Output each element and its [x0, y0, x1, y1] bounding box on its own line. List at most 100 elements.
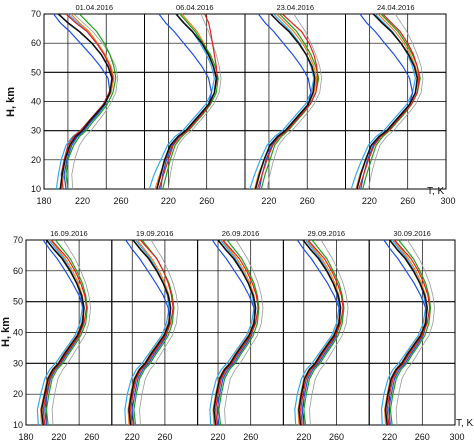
panel-title: 01.04.2016	[75, 3, 113, 12]
panel-title: 30.09.2016	[393, 229, 431, 238]
x-tick-label: 180	[18, 432, 33, 442]
panel-title: 24.04.2016	[377, 3, 415, 12]
series-line-4	[45, 239, 88, 426]
series-line-1	[57, 13, 113, 190]
y-tick-label: 50	[31, 67, 41, 77]
series-line-1	[298, 239, 342, 426]
x-tick-label: 180	[36, 196, 51, 206]
x-axis-labels: 220 260 220 260 220 260 180 220 260 300 220 260 220 2…	[18, 196, 464, 442]
y-tick-label: 30	[13, 358, 23, 368]
series-line-3	[53, 13, 111, 190]
x-tick-label: 220	[51, 432, 66, 442]
series-line-3	[296, 239, 341, 426]
series-line-2	[358, 13, 420, 190]
series-line-2	[215, 239, 259, 426]
x-tick-label: 220	[161, 196, 176, 206]
y-tick-label: 50	[13, 297, 23, 307]
series-line-4	[65, 13, 117, 190]
y-tick-label: 20	[31, 155, 41, 165]
panel-2: 06.04.2016	[144, 3, 246, 190]
y-tick-label: 10	[31, 184, 41, 194]
series-line-6	[380, 239, 427, 426]
series-line-4	[218, 239, 260, 426]
series-line-4	[389, 239, 432, 426]
x-tick-label: 220	[261, 196, 276, 206]
series-line-6	[124, 239, 170, 426]
x-tick-label: 300	[440, 196, 455, 206]
y-tick-label: 60	[13, 266, 23, 276]
y-tick-label: 10	[13, 420, 23, 430]
series-line-2	[256, 13, 319, 190]
series-line-6	[294, 239, 340, 426]
series-line-2	[300, 239, 344, 426]
panel-title: 26.09.2016	[222, 229, 260, 238]
series-line-6	[148, 13, 215, 190]
series-line-1	[40, 239, 85, 426]
panel-4: 24.04.2016	[345, 3, 447, 190]
panels: 01.04.2016 06.04.2016 23.04.2016 24.04.2016…	[25, 3, 456, 426]
x-tick-label: 260	[114, 196, 129, 206]
series-line-7	[309, 239, 349, 426]
x-tick-label: 260	[329, 432, 344, 442]
panel-3: 23.04.2016	[244, 3, 346, 190]
y-tick-label: 20	[13, 389, 23, 399]
series-line-4	[303, 239, 345, 426]
series-line-7	[168, 13, 222, 190]
panel-1: 01.04.2016	[43, 3, 145, 190]
series-line-7	[266, 13, 323, 190]
panel-title: 23.04.2016	[276, 3, 314, 12]
x-tick-label: 260	[157, 432, 172, 442]
panel-7: 26.09.2016	[197, 229, 284, 426]
x-axis-title-top: T, K	[427, 186, 445, 197]
y-tick-label: 70	[31, 9, 41, 19]
series-line-3	[125, 239, 171, 426]
series-line-2	[42, 239, 88, 426]
x-tick-label: 220	[211, 432, 226, 442]
series-line-7	[139, 239, 179, 426]
series-line-7	[224, 239, 264, 426]
x-tick-label: 260	[243, 432, 258, 442]
series-line-4	[162, 13, 219, 190]
series-line-7	[368, 13, 424, 190]
x-tick-label: 260	[300, 196, 315, 206]
series-line-3	[383, 239, 427, 426]
series-line-7	[395, 239, 436, 426]
x-tick-label: 220	[362, 196, 377, 206]
panel-5: 16.09.2016	[25, 229, 113, 426]
panel-6: 19.09.2016	[111, 229, 199, 426]
series-line-1	[254, 13, 316, 190]
panel-title: 29.09.2016	[308, 229, 346, 238]
x-tick-label: 300	[449, 432, 464, 442]
y-tick-label: 60	[31, 38, 41, 48]
series-line-7	[51, 239, 91, 426]
series-line-2	[130, 239, 174, 426]
x-tick-label: 220	[296, 432, 311, 442]
x-tick-label: 220	[382, 432, 397, 442]
series-line-1	[128, 239, 172, 426]
series-line-1	[356, 13, 419, 190]
x-tick-label: 260	[199, 196, 214, 206]
y-tick-label: 40	[13, 328, 23, 338]
y-tick-label: 40	[31, 97, 41, 107]
y-axis-title-top: H, km	[5, 87, 17, 117]
x-tick-label: 260	[400, 196, 415, 206]
panel-title: 19.09.2016	[136, 229, 174, 238]
x-tick-label: 220	[75, 196, 90, 206]
x-axis-title-bottom: T, K	[456, 418, 474, 429]
y-axis-labels: 10 20 30 40 50 60 70 10 20 30 40 50 60 70	[13, 9, 41, 430]
series-line-3	[211, 239, 256, 426]
y-axis-title-bottom: H, km	[0, 317, 12, 347]
x-tick-label: 260	[84, 432, 99, 442]
panel-9: 30.09.2016	[368, 229, 456, 426]
series-line-1	[213, 239, 257, 426]
series-line-6	[36, 239, 84, 426]
series-line-1	[384, 239, 429, 426]
y-tick-label: 70	[13, 235, 23, 245]
panel-title: 16.09.2016	[50, 229, 88, 238]
panel-title: 06.04.2016	[176, 3, 214, 12]
series-line-6	[209, 239, 255, 426]
series-line-2	[386, 239, 431, 426]
series-line-2	[158, 13, 218, 190]
series-line-1	[156, 13, 218, 190]
